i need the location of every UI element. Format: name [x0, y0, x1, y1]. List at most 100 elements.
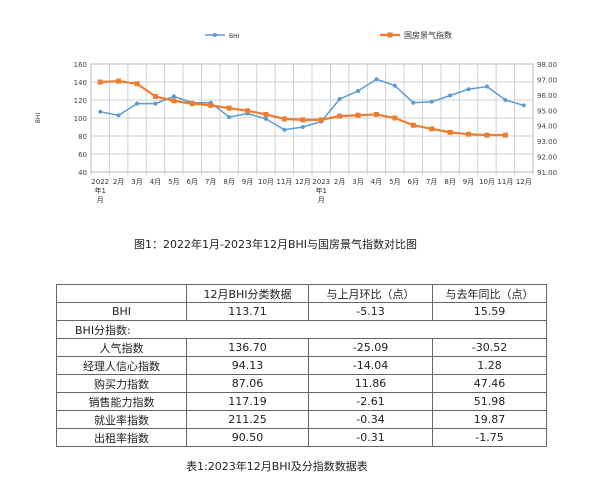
- y-left-tick-label: 60: [78, 151, 87, 159]
- table-cell: 1.28: [432, 356, 547, 375]
- data-point: [153, 101, 158, 106]
- data-point: [300, 125, 305, 129]
- series-line: [100, 78, 525, 131]
- x-tick-label: 8月: [444, 178, 455, 186]
- table-cell: 211.25: [186, 410, 309, 429]
- table-cell: [56, 284, 187, 303]
- table-row: BHI 113.71 -5.13 15.59: [56, 302, 547, 321]
- data-point: [356, 89, 361, 93]
- legend-marker: [387, 32, 393, 38]
- data-point: [484, 84, 489, 89]
- x-tick-label: 4月: [371, 178, 382, 186]
- table-cell: 购买力指数: [56, 374, 187, 393]
- table-cell: -0.34: [308, 410, 433, 429]
- table-cell: -2.61: [308, 392, 433, 411]
- table-row: 购买力指数 87.06 11.86 47.46: [56, 374, 547, 393]
- x-tick-label: 7月: [426, 178, 437, 186]
- table-caption: 表1:2023年12月BHI及分指数数据表: [186, 460, 368, 473]
- table-cell: 136.70: [186, 338, 309, 357]
- table-cell: -30.52: [432, 338, 547, 357]
- y-left-tick-label: 120: [74, 97, 87, 105]
- data-point: [98, 109, 103, 114]
- data-point: [116, 113, 121, 118]
- table-cell: 47.46: [432, 374, 547, 393]
- x-tick-label: 11月: [276, 178, 292, 186]
- data-point: [245, 108, 251, 114]
- plot-area: [90, 63, 534, 173]
- data-point: [171, 94, 176, 99]
- table-row: 就业率指数 211.25 -0.34 19.87: [56, 410, 547, 429]
- x-tick-label: 4月: [150, 178, 161, 186]
- x-tick-label: 12月: [295, 178, 311, 186]
- table-cell: -1.75: [432, 428, 547, 447]
- x-tick-label: 12月: [516, 178, 532, 186]
- table-cell: 出租率指数: [56, 428, 187, 447]
- table-cell: 人气指数: [56, 338, 187, 357]
- table-row: 出租率指数 90.50 -0.31 -1.75: [56, 428, 547, 447]
- data-point: [300, 117, 306, 123]
- data-point: [116, 78, 122, 84]
- x-tick-label: 6月: [187, 178, 198, 186]
- data-point: [318, 117, 324, 123]
- x-tick-label: 9月: [242, 178, 253, 186]
- data-point: [521, 103, 526, 108]
- legend-label: BHI: [229, 33, 240, 40]
- data-point: [152, 93, 158, 99]
- y-left-tick-label: 100: [74, 115, 87, 123]
- data-point: [374, 77, 379, 82]
- table-cell: 19.87: [432, 410, 547, 429]
- x-tick-label: 9月: [463, 178, 474, 186]
- table-cell: 与去年同比（点）: [432, 284, 547, 303]
- data-point: [429, 99, 434, 104]
- data-point: [448, 93, 453, 98]
- table-cell: 94.13: [186, 356, 309, 375]
- data-point: [171, 98, 177, 104]
- y-right-tick-label: 91.00: [537, 169, 557, 177]
- x-tick-label: 5月: [389, 178, 400, 186]
- data-point: [263, 111, 269, 117]
- table-cell: 15.59: [432, 302, 547, 321]
- y-axis-label: BHI: [35, 113, 42, 124]
- data-point: [134, 81, 140, 87]
- data-point: [502, 132, 508, 138]
- y-right-tick-label: 97.00: [537, 76, 557, 84]
- y-right-tick-label: 95.00: [537, 107, 557, 115]
- y-left-tick-label: 40: [78, 169, 87, 177]
- y-left-tick-label: 80: [78, 133, 87, 141]
- x-tick-label: 3月: [352, 178, 363, 186]
- y-right-tick-label: 94.00: [537, 123, 557, 131]
- x-tick-label: 10月: [258, 178, 274, 186]
- x-tick-label: 8月: [223, 178, 234, 186]
- data-point: [227, 115, 232, 120]
- data-point: [503, 98, 508, 102]
- data-point: [411, 100, 416, 105]
- y-right-tick-label: 98.00: [537, 61, 557, 69]
- data-point: [466, 131, 472, 137]
- y-right-tick-label: 92.00: [537, 154, 557, 162]
- data-point: [373, 111, 379, 117]
- data-point: [337, 97, 342, 102]
- table-row: BHI分指数:: [56, 320, 547, 339]
- table-cell: -0.31: [308, 428, 433, 447]
- table-cell: 87.06: [186, 374, 309, 393]
- table-cell: BHI: [56, 302, 187, 321]
- table-row: 人气指数 136.70 -25.09 -30.52: [56, 338, 547, 357]
- table-header-row: 12月BHI分类数据 与上月环比（点） 与去年同比（点）: [56, 284, 547, 303]
- x-tick-label: 2022 年1 月: [91, 178, 109, 204]
- table-cell: 12月BHI分类数据: [186, 284, 309, 303]
- data-point: [410, 122, 416, 128]
- data-point: [226, 105, 232, 111]
- table-row: 销售能力指数 117.19 -2.61 51.98: [56, 392, 547, 411]
- table-cell: BHI分指数:: [56, 320, 547, 339]
- table-cell: 113.71: [186, 302, 309, 321]
- x-tick-label: 2023 年1 月: [312, 178, 330, 204]
- x-tick-label: 7月: [205, 178, 216, 186]
- data-table: 12月BHI分类数据 与上月环比（点） 与去年同比（点） BHI 113.71 -5.13…: [56, 284, 547, 447]
- table-cell: 90.50: [186, 428, 309, 447]
- table-cell: 销售能力指数: [56, 392, 187, 411]
- data-point: [355, 112, 361, 118]
- table-cell: -25.09: [308, 338, 433, 357]
- y-right-tick-label: 93.00: [537, 138, 557, 146]
- data-point: [97, 79, 103, 85]
- x-tick-label: 11月: [497, 178, 513, 186]
